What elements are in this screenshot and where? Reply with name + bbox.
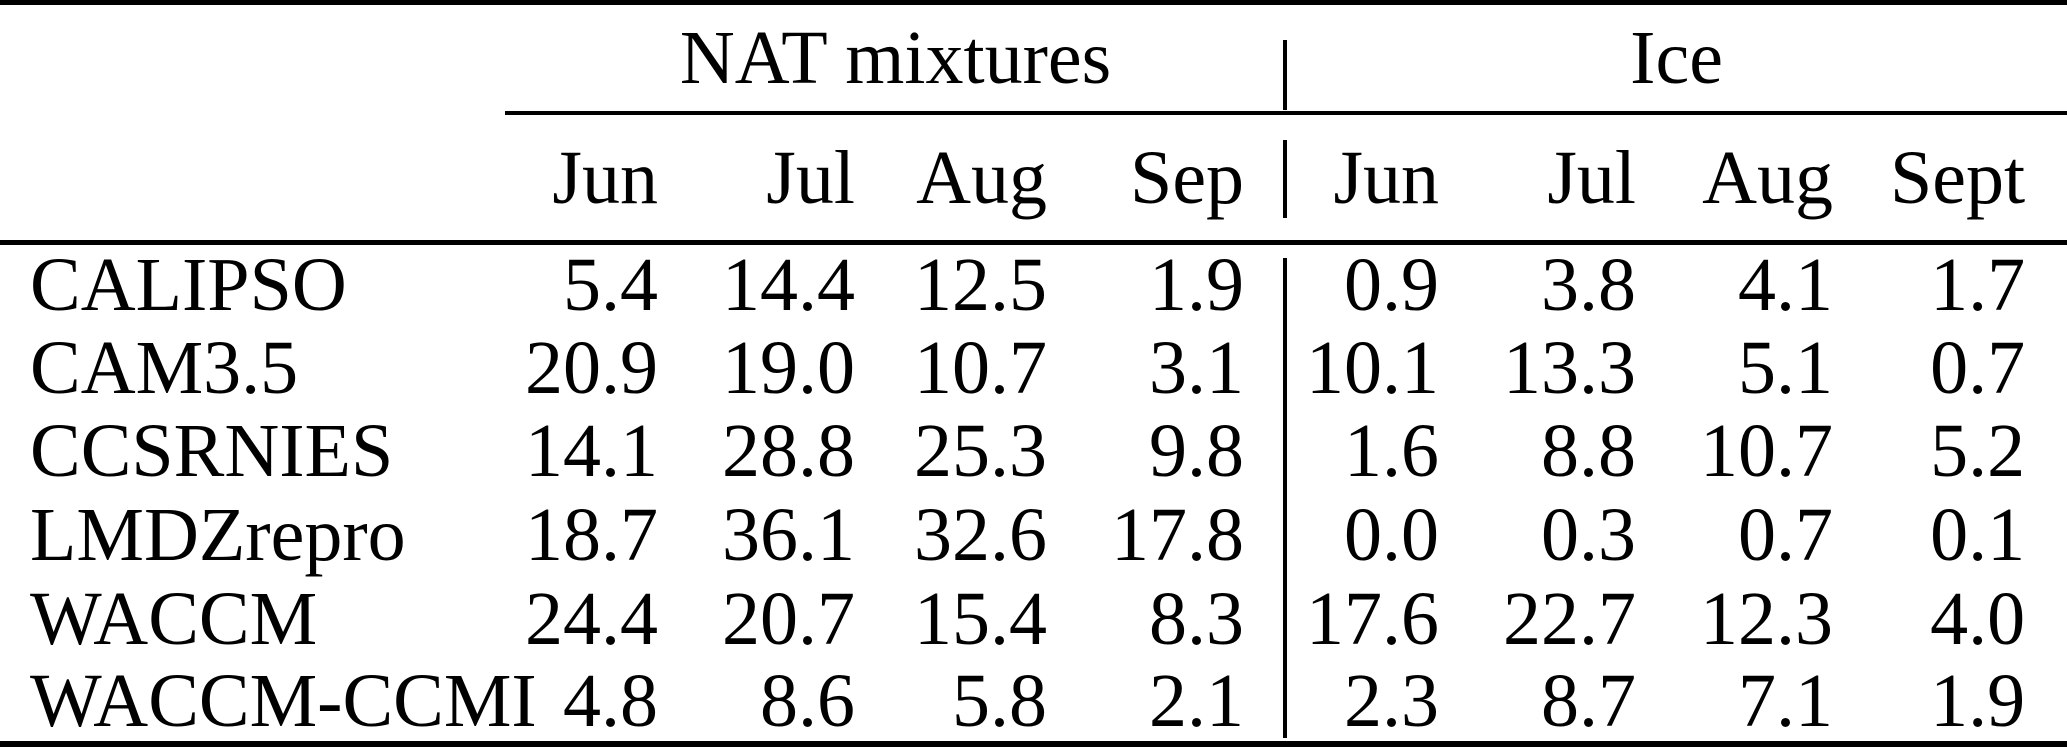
value-cell: 0.9 bbox=[1344, 243, 1440, 328]
value-cell: 12.5 bbox=[914, 243, 1047, 328]
value-cell: 1.6 bbox=[1344, 409, 1440, 494]
corner-cell bbox=[0, 113, 505, 245]
value-cell: 8.7 bbox=[1541, 658, 1637, 743]
value-cell: 14.1 bbox=[525, 409, 658, 494]
model-name: WACCM-CCMI bbox=[30, 658, 537, 743]
value-cell: 5.2 bbox=[1930, 409, 2026, 494]
value-cell: 17.8 bbox=[1111, 492, 1245, 577]
value-cell: 9.8 bbox=[1149, 409, 1245, 494]
table-row: CAM3.5 20.9 19.0 10.7 3.1 10.1 13.3 5.1 … bbox=[0, 326, 2067, 410]
value-cell: 2.3 bbox=[1344, 658, 1440, 743]
value-cell: 0.7 bbox=[1738, 492, 1834, 577]
value-cell: 13.3 bbox=[1503, 325, 1637, 410]
section-divider-line bbox=[1283, 140, 1287, 218]
value-cell: 10.7 bbox=[1700, 409, 1834, 494]
value-cell: 10.7 bbox=[914, 325, 1047, 410]
value-cell: 8.8 bbox=[1541, 409, 1637, 494]
value-cell: 0.1 bbox=[1930, 492, 2026, 577]
value-cell: 22.7 bbox=[1503, 576, 1637, 661]
model-name: CCSRNIES bbox=[30, 409, 394, 494]
value-cell: 8.3 bbox=[1149, 576, 1245, 661]
value-cell: 2.1 bbox=[1149, 658, 1245, 743]
table-row: WACCM 24.4 20.7 15.4 8.3 17.6 22.7 12.3 … bbox=[0, 577, 2067, 661]
model-name: CALIPSO bbox=[30, 243, 347, 328]
table-row: LMDZrepro 18.7 36.1 32.6 17.8 0.0 0.3 0.… bbox=[0, 493, 2067, 577]
table-row: WACCM-CCMI 4.8 8.6 5.8 2.1 2.3 8.7 7.1 1… bbox=[0, 660, 2067, 744]
month-header-nat-sep: Sep bbox=[1089, 113, 1287, 245]
model-name: CAM3.5 bbox=[30, 325, 299, 410]
value-cell: 20.9 bbox=[525, 325, 658, 410]
value-cell: 10.1 bbox=[1306, 325, 1440, 410]
value-cell: 0.3 bbox=[1541, 492, 1637, 577]
group-header-row: NAT mixtures Ice bbox=[0, 2, 2067, 116]
value-cell: 4.1 bbox=[1738, 243, 1834, 328]
value-cell: 7.1 bbox=[1738, 658, 1834, 743]
value-cell: 5.8 bbox=[952, 658, 1047, 743]
value-cell: 15.4 bbox=[914, 576, 1047, 661]
month-header-ice-sept: Sept bbox=[1875, 113, 2067, 245]
value-cell: 3.1 bbox=[1149, 325, 1245, 410]
table-row: CCSRNIES 14.1 28.8 25.3 9.8 1.6 8.8 10.7… bbox=[0, 409, 2067, 493]
value-cell: 25.3 bbox=[914, 409, 1047, 494]
month-header-nat-jun: Jun bbox=[505, 113, 700, 245]
group-header-ice: Ice bbox=[1286, 2, 2067, 116]
value-cell: 1.9 bbox=[1930, 658, 2026, 743]
month-header-ice-jul: Jul bbox=[1481, 113, 1679, 245]
value-cell: 36.1 bbox=[722, 492, 855, 577]
value-cell: 18.7 bbox=[525, 492, 658, 577]
month-header-ice-aug: Aug bbox=[1678, 113, 1876, 245]
value-cell: 1.9 bbox=[1149, 243, 1245, 328]
corner-cell bbox=[0, 3, 505, 114]
month-header-ice-jun: Jun bbox=[1286, 113, 1482, 245]
value-cell: 17.6 bbox=[1306, 576, 1440, 661]
value-cell: 5.1 bbox=[1738, 325, 1834, 410]
value-cell: 19.0 bbox=[722, 325, 855, 410]
month-header-nat-jul: Jul bbox=[700, 113, 897, 245]
table-row: CALIPSO 5.4 14.4 12.5 1.9 0.9 3.8 4.1 1.… bbox=[0, 242, 2067, 326]
section-divider-line bbox=[1283, 258, 1287, 738]
value-cell: 28.8 bbox=[722, 409, 855, 494]
value-cell: 32.6 bbox=[914, 492, 1047, 577]
value-cell: 14.4 bbox=[722, 243, 855, 328]
month-header-nat-aug: Aug bbox=[897, 113, 1089, 245]
value-cell: 8.6 bbox=[760, 658, 855, 743]
section-divider-line bbox=[1283, 40, 1287, 110]
value-cell: 4.8 bbox=[563, 658, 658, 743]
value-cell: 0.7 bbox=[1930, 325, 2026, 410]
value-cell: 4.0 bbox=[1930, 576, 2026, 661]
model-name: WACCM bbox=[30, 576, 318, 661]
value-cell: 5.4 bbox=[563, 243, 658, 328]
value-cell: 0.0 bbox=[1344, 492, 1440, 577]
value-cell: 24.4 bbox=[525, 576, 658, 661]
model-name: LMDZrepro bbox=[30, 492, 406, 577]
month-header-row: Jun Jul Aug Sep Jun Jul Aug Sept bbox=[0, 113, 2067, 245]
value-cell: 3.8 bbox=[1541, 243, 1637, 328]
value-cell: 20.7 bbox=[722, 576, 855, 661]
group-header-nat-mixtures: NAT mixtures bbox=[505, 2, 1287, 116]
value-cell: 1.7 bbox=[1930, 243, 2026, 328]
value-cell: 12.3 bbox=[1700, 576, 1834, 661]
